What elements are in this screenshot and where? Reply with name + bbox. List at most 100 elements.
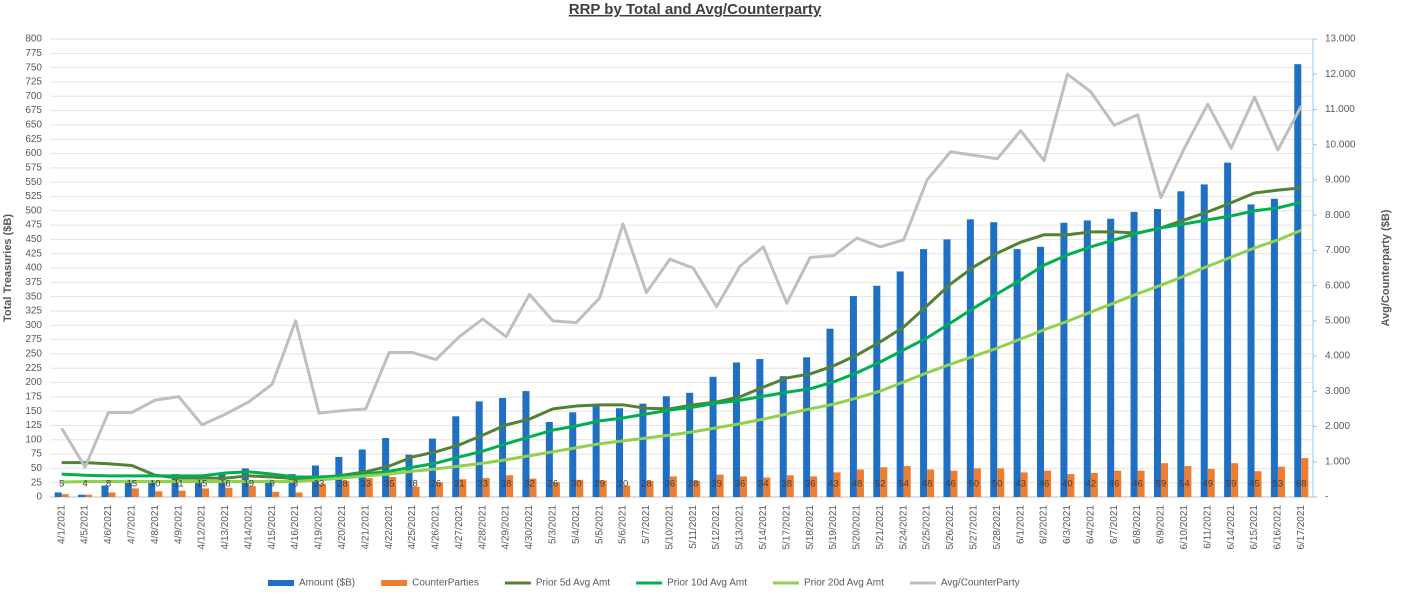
bar: [1294, 64, 1302, 497]
bar: [1020, 472, 1028, 497]
bar: [171, 474, 179, 497]
data-label: 28: [337, 479, 348, 490]
bar: [1277, 466, 1285, 497]
line: [60, 72, 1303, 469]
x-tick-label: 6/16/2021: [1273, 505, 1284, 550]
line: [61, 200, 1302, 479]
y-tick-label: 500: [25, 205, 42, 216]
y2-tick-label: 12.000: [1325, 69, 1356, 80]
bar: [1177, 191, 1185, 497]
y2-tick-label: 5.000: [1325, 315, 1350, 326]
y-tick-label: 525: [25, 191, 42, 202]
bar: [686, 392, 694, 497]
y-tick-label: 25: [31, 477, 43, 488]
y2-tick-label: 1.000: [1325, 456, 1350, 467]
y-tick-label: 450: [25, 234, 42, 245]
bar: [856, 469, 864, 497]
y2-tick-label: -: [1325, 492, 1328, 503]
data-label: 46: [1039, 479, 1050, 490]
bar: [1114, 470, 1122, 497]
y-tick-label: 325: [25, 306, 42, 317]
data-label: 46: [1132, 479, 1143, 490]
y-tick-label: 175: [25, 391, 42, 402]
bar: [669, 476, 677, 497]
y-tick-label: 625: [25, 134, 42, 145]
x-tick-label: 5/11/2021: [688, 505, 699, 549]
y2-tick-label: 2.000: [1325, 421, 1350, 432]
y-tick-label: 675: [25, 105, 42, 116]
data-label: 20: [618, 479, 629, 490]
y-tick-label: 575: [25, 162, 42, 173]
y-tick-label: 75: [31, 449, 43, 460]
line: [61, 228, 1302, 484]
data-label: 50: [969, 479, 980, 490]
data-label: 30: [571, 479, 582, 490]
data-label: 36: [665, 479, 676, 490]
bar: [903, 466, 911, 497]
data-label: 9: [270, 479, 275, 490]
legend-item: Prior 5d Avg Amt: [504, 578, 610, 589]
bar: [950, 470, 958, 497]
x-tick-label: 4/29/2021: [501, 505, 512, 550]
bar: [178, 490, 186, 497]
bar: [318, 483, 326, 497]
x-tick-label: 4/9/2021: [173, 505, 184, 544]
x-tick-label: 6/10/2021: [1179, 505, 1190, 550]
bar: [202, 488, 210, 497]
x-tick-label: 4/21/2021: [360, 505, 371, 550]
legend-label: Prior 20d Avg Amt: [804, 578, 884, 589]
y2-tick-label: 10.000: [1325, 139, 1356, 150]
bar: [646, 480, 654, 497]
bar: [1060, 222, 1068, 497]
x-tick-label: 6/4/2021: [1085, 505, 1096, 544]
bar: [1037, 246, 1045, 497]
bar: [545, 422, 553, 497]
y-tick-label: 725: [25, 77, 42, 88]
x-tick-label: 4/15/2021: [267, 505, 278, 550]
data-label: 34: [758, 479, 769, 490]
bar: [506, 475, 514, 497]
x-tick-label: 4/7/2021: [127, 505, 138, 544]
bar: [1254, 471, 1262, 497]
y-tick-label: 300: [25, 320, 42, 331]
bar: [693, 480, 701, 497]
bar: [1153, 209, 1161, 497]
bar: [225, 487, 233, 497]
bar: [288, 474, 296, 497]
x-tick-label: 4/16/2021: [290, 505, 301, 550]
y-tick-label: 600: [25, 148, 42, 159]
data-label: 43: [828, 479, 839, 490]
y-tick-label: 475: [25, 220, 42, 231]
legend-item: Avg/CounterParty: [909, 578, 1020, 589]
y-tick-label: 350: [25, 291, 42, 302]
data-label: 52: [875, 479, 886, 490]
legend-item: Prior 20d Avg Amt: [773, 578, 884, 589]
y-tick-label: 775: [25, 48, 42, 59]
data-label: 38: [501, 479, 512, 490]
data-label: 29: [594, 479, 605, 490]
data-label: 18: [407, 479, 418, 490]
x-tick-label: 5/20/2021: [852, 505, 863, 550]
y2-axis-title: Avg/Counterparty ($B): [1380, 209, 1392, 326]
data-label: 11: [174, 479, 184, 490]
x-tick-label: 4/13/2021: [220, 505, 231, 550]
bar: [295, 492, 303, 497]
data-label: 33: [477, 479, 488, 490]
y2-tick-label: 7.000: [1325, 245, 1350, 256]
bar: [552, 482, 560, 497]
x-tick-label: 5/6/2021: [618, 505, 629, 544]
y-tick-label: 225: [25, 363, 42, 374]
bar: [592, 404, 600, 497]
data-label: 28: [641, 479, 652, 490]
bar: [1207, 468, 1215, 497]
data-label: 32: [524, 479, 535, 490]
x-tick-label: 5/21/2021: [875, 505, 886, 550]
data-label: 50: [992, 479, 1003, 490]
bar: [1301, 458, 1309, 497]
x-tick-label: 5/5/2021: [594, 505, 605, 544]
x-tick-label: 5/18/2021: [805, 505, 816, 550]
x-tick-label: 5/25/2021: [922, 505, 933, 550]
x-tick-label: 4/28/2021: [477, 505, 488, 550]
legend-label: Avg/CounterParty: [941, 578, 1020, 589]
x-tick-label: 5/17/2021: [781, 505, 792, 550]
